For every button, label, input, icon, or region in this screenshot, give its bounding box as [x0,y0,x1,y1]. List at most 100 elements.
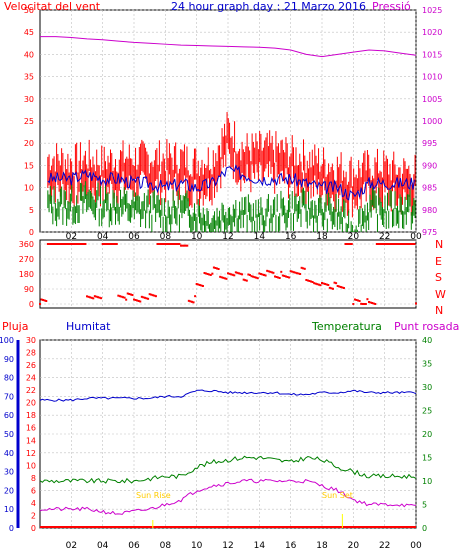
temperature-tick-label: 40 [422,336,432,345]
direction-point [289,270,292,273]
direction-point [330,287,333,290]
direction-point [382,243,385,245]
pressure-tick-label: 975 [422,228,437,237]
direction-point [335,282,338,285]
dir-tick-label: 360 [19,240,34,249]
direction-point [402,243,405,245]
direction-point [158,243,161,245]
rain-tick-label: 8 [31,474,36,483]
direction-point [81,243,84,245]
direction-point [176,243,179,245]
direction-point [123,296,126,299]
direction-point [269,270,272,273]
direction-point [264,274,267,277]
direction-point [341,286,344,289]
wind-average-line [47,164,415,201]
direction-point [209,274,212,276]
data-series [39,36,417,528]
direction-point [117,294,120,297]
direction-point [324,283,327,285]
direction-point [245,279,248,282]
direction-point [274,275,276,278]
direction-point [399,243,402,245]
direction-point [366,298,369,301]
wind-tick-label: 20 [24,139,34,148]
direction-point [350,243,353,245]
direction-point [51,243,54,245]
direction-point [314,282,317,285]
direction-point [305,279,308,281]
wind-tick-label: 50 [24,6,34,15]
hour-tick-label-top: 00 [410,232,422,242]
direction-point [217,268,220,270]
direction-point [393,243,396,245]
hour-tick-label-bottom: 18 [316,541,328,551]
direction-point [147,297,150,300]
direction-point [190,300,193,303]
direction-point [98,296,101,299]
direction-point [136,299,139,302]
direction-point [70,243,73,245]
wind-tick-label: 25 [24,117,34,126]
direction-point [46,243,49,245]
direction-point [415,302,417,305]
direction-point [404,243,407,245]
direction-point [120,295,123,298]
direction-point [92,297,95,300]
direction-point [39,303,41,305]
direction-point [205,272,208,275]
direction-point [244,279,247,282]
sunrise-label: Sun Rise [136,491,171,500]
temperature-tick-label: 5 [422,501,427,510]
direction-point [297,272,300,275]
direction-point [263,274,266,276]
direction-point [67,243,70,245]
wind-tick-label: 15 [24,161,34,170]
temperature-tick-label: 0 [422,524,427,533]
humidity-tick-label: 100 [0,336,14,345]
direction-point [333,281,336,284]
direction-point [361,303,364,305]
direction-point [153,294,156,297]
hour-tick-label-bottom: 12 [222,541,233,551]
direction-point [283,275,286,277]
rain-tick-label: 24 [26,374,36,383]
hour-tick-label-top: 18 [316,232,328,242]
hour-tick-label-top: 12 [222,232,233,242]
direction-point [259,273,262,275]
rain-tick-label: 30 [26,336,36,345]
hour-tick-label-top: 20 [348,232,360,242]
hour-tick-label-top: 06 [128,232,140,242]
direction-point [396,243,399,245]
direction-point [107,243,110,245]
direction-point [306,279,309,282]
direction-point [339,286,342,288]
direction-point [374,303,377,305]
direction-point [54,243,57,245]
direction-point [45,300,48,302]
hour-tick-label-bottom: 10 [191,541,203,551]
direction-point [154,295,157,298]
pressure-tick-label: 990 [422,161,437,170]
direction-point [228,272,231,275]
direction-point [277,276,280,279]
direction-point [156,243,159,245]
direction-point [203,272,206,274]
direction-point [76,243,79,245]
direction-point [252,275,255,278]
temperature-label: Temperatura [311,320,382,333]
direction-point [65,243,68,245]
direction-point [162,243,165,245]
direction-point [180,244,182,247]
direction-point [90,296,93,299]
humidity-tick-label: 40 [4,449,14,458]
direction-point [346,243,349,245]
pressure-label: Pressió [372,0,411,13]
direction-point [385,243,388,245]
direction-point [170,243,173,245]
dir-label-n-bottom: N [435,304,443,317]
rain-tick-label: 0 [31,524,36,533]
direction-point [408,243,411,245]
humidity-tick-label: 20 [4,486,14,495]
direction-point [295,272,298,275]
